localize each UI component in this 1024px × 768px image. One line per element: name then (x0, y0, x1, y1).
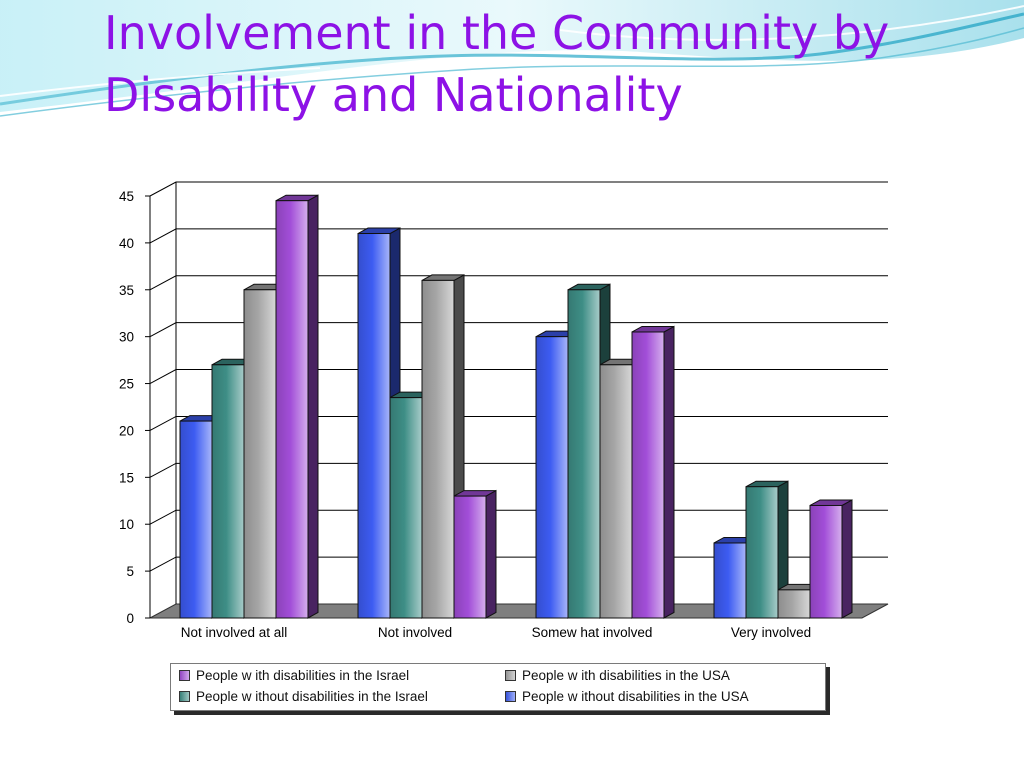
y-tick-label: 15 (119, 470, 134, 485)
y-tick-label: 30 (119, 330, 134, 345)
bar-front (599, 364, 633, 619)
y-tick-label: 5 (126, 564, 134, 579)
legend-swatch (505, 670, 516, 681)
gridline (149, 181, 888, 197)
x-axis: Not involved at all Not involved Somew hat… (181, 625, 811, 640)
bar-front (179, 420, 213, 619)
slide-title-line-1: Involvement in the Community by (104, 6, 890, 60)
gridline (149, 322, 888, 338)
legend-item: People w ith disabilities in the Israel (179, 668, 409, 684)
bar (453, 489, 497, 619)
bar-front (535, 336, 569, 619)
bar-front (631, 331, 665, 619)
x-tick-label: Very involved (731, 625, 811, 640)
legend-label: People w ith disabilities in the USA (522, 668, 730, 683)
legend-item: People w ith disabilities in the USA (505, 668, 730, 684)
decorative-wave-banner (0, 0, 1024, 117)
bar-front (777, 589, 811, 619)
y-tick-label: 40 (119, 236, 134, 251)
legend-swatch (179, 691, 190, 702)
legend-item: People w ithout disabilities in the USA (505, 689, 749, 705)
x-tick-label: Somew hat involved (532, 625, 653, 640)
bar-front (243, 289, 277, 619)
bar-front (809, 504, 843, 619)
bar (631, 325, 675, 619)
y-tick-label: 35 (119, 283, 134, 298)
slide-title: Involvement in the Community by Disabili… (104, 2, 984, 126)
legend-label: People w ithout disabilities in the USA (522, 689, 749, 704)
chart-bars (179, 194, 853, 619)
x-tick-label: Not involved (378, 625, 452, 640)
bar-side (841, 499, 853, 619)
slide-title-line-2: Disability and Nationality (104, 68, 683, 122)
bar-front (275, 200, 309, 619)
legend-label: People w ithout disabilities in the Isra… (196, 689, 428, 704)
bar-front (357, 233, 391, 619)
y-axis: 0 5 10 15 20 25 30 35 40 45 (119, 189, 151, 626)
gridline (149, 275, 888, 291)
bar (809, 499, 853, 619)
legend-swatch (505, 691, 516, 702)
bar (745, 480, 789, 619)
y-tick-label: 45 (119, 189, 134, 204)
bar (275, 194, 319, 619)
bar-side (307, 194, 319, 619)
legend-swatch (179, 670, 190, 681)
bar-front (453, 495, 487, 619)
y-tick-label: 25 (119, 377, 134, 392)
bar-front (421, 279, 455, 619)
y-tick-label: 0 (126, 611, 134, 626)
chart-legend: People w ith disabilities in the Israel P… (170, 663, 826, 711)
x-tick-label: Not involved at all (181, 625, 288, 640)
bar-side (663, 325, 675, 619)
bar-front (713, 542, 747, 619)
y-tick-label: 20 (119, 423, 134, 438)
gridline (149, 228, 888, 244)
chart-walls (149, 181, 889, 619)
legend-item: People w ithout disabilities in the Isra… (179, 689, 428, 705)
bar-front (567, 289, 601, 619)
bar-front (211, 364, 245, 619)
bar-side (485, 489, 497, 619)
y-tick-label: 10 (119, 517, 134, 532)
bar-front (389, 397, 423, 619)
legend-label: People w ith disabilities in the Israel (196, 668, 410, 683)
bar-front (745, 486, 779, 619)
